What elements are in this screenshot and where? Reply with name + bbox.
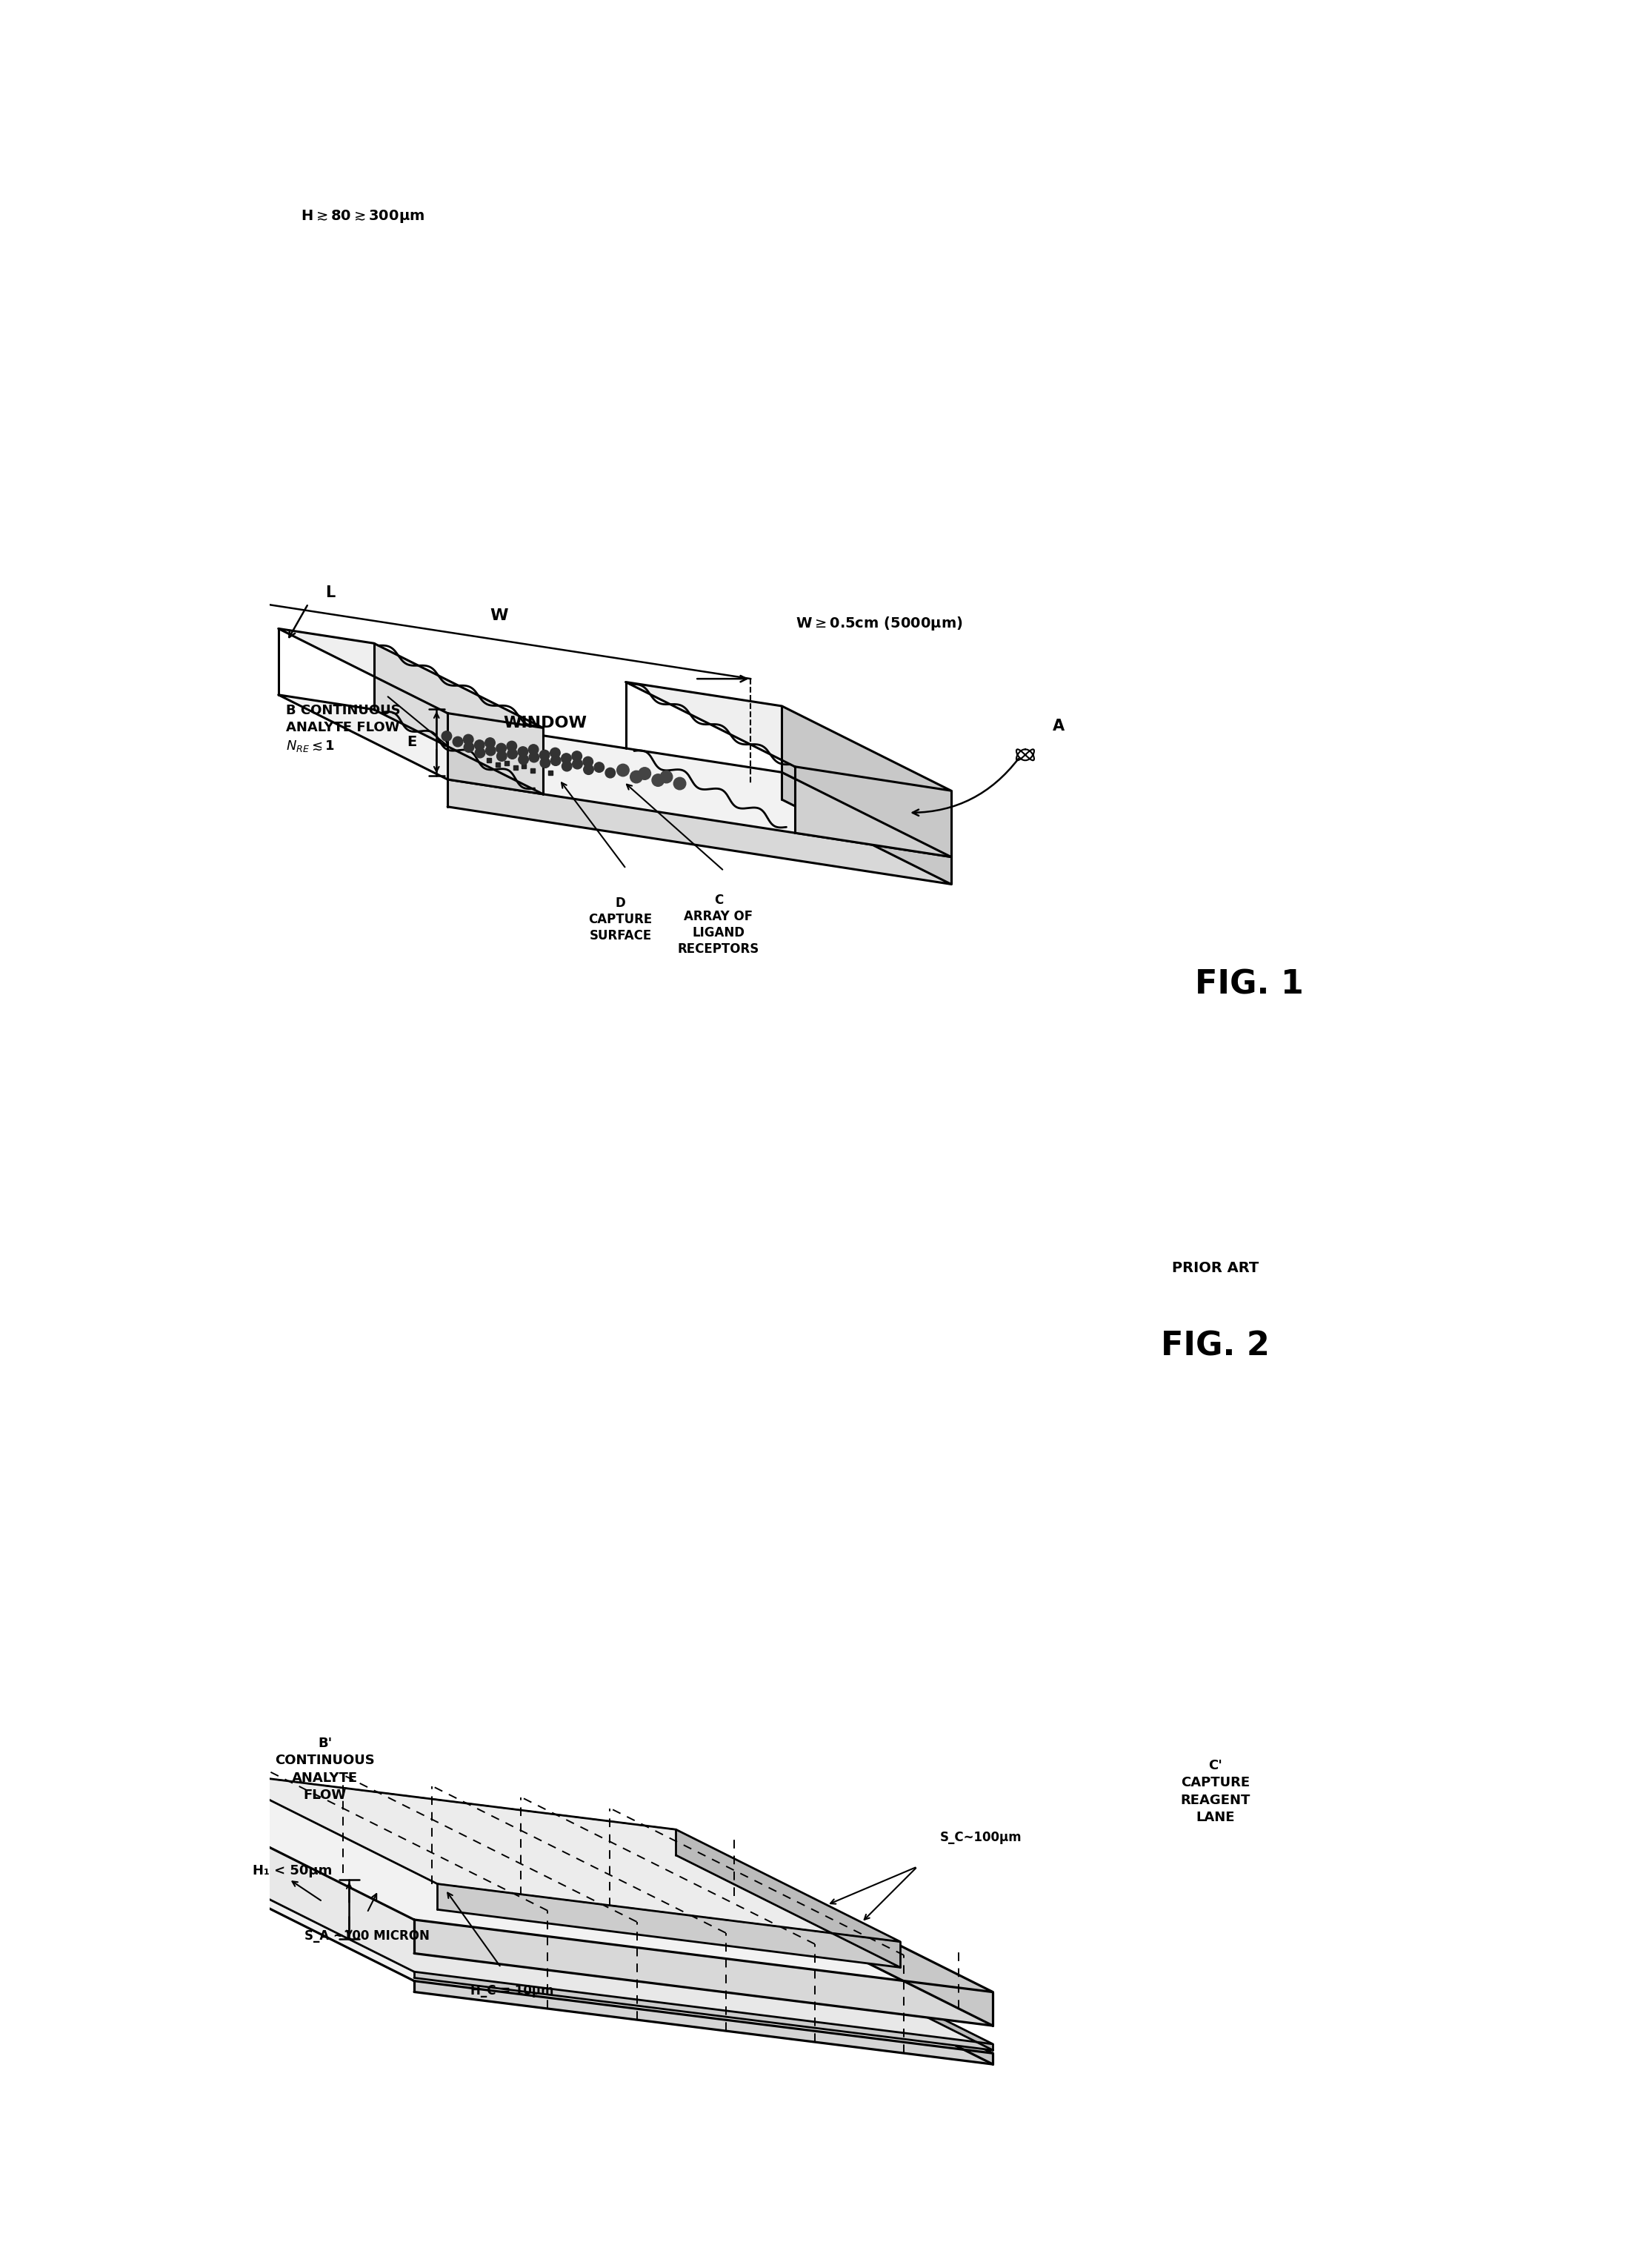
Polygon shape xyxy=(781,771,952,883)
Circle shape xyxy=(674,778,686,789)
Circle shape xyxy=(572,751,582,762)
Polygon shape xyxy=(213,1771,900,1942)
Circle shape xyxy=(486,747,496,756)
Polygon shape xyxy=(781,706,952,856)
Text: E: E xyxy=(406,735,416,749)
Text: S_C~100μm: S_C~100μm xyxy=(940,1832,1021,1845)
Polygon shape xyxy=(415,1919,993,2027)
Circle shape xyxy=(507,749,517,760)
Circle shape xyxy=(583,765,593,773)
Circle shape xyxy=(517,747,529,758)
Text: C'
CAPTURE
REAGENT
LANE: C' CAPTURE REAGENT LANE xyxy=(1181,1758,1251,1825)
Circle shape xyxy=(441,731,451,742)
Polygon shape xyxy=(626,682,952,791)
Circle shape xyxy=(550,749,560,758)
Circle shape xyxy=(562,762,572,771)
Polygon shape xyxy=(121,1834,993,2054)
Polygon shape xyxy=(278,628,544,729)
Circle shape xyxy=(595,762,605,771)
Text: W: W xyxy=(491,608,509,623)
Text: FIG. 1: FIG. 1 xyxy=(1194,969,1303,1000)
Text: FIG. 2: FIG. 2 xyxy=(1161,1330,1270,1363)
Circle shape xyxy=(474,740,484,751)
Text: B CONTINUOUS
ANALYTE FLOW
$N_{RE}$$\lesssim$1: B CONTINUOUS ANALYTE FLOW $N_{RE}$$\less… xyxy=(286,704,401,753)
Polygon shape xyxy=(448,713,544,794)
Polygon shape xyxy=(448,780,952,883)
Text: PRIOR ART: PRIOR ART xyxy=(1173,1262,1259,1276)
Circle shape xyxy=(550,756,560,765)
Circle shape xyxy=(605,767,615,778)
Polygon shape xyxy=(121,1825,993,2045)
Text: WINDOW: WINDOW xyxy=(504,715,586,731)
Circle shape xyxy=(529,744,539,756)
Circle shape xyxy=(519,756,529,765)
Text: S_A ~100 MICRON: S_A ~100 MICRON xyxy=(304,1930,430,1944)
Circle shape xyxy=(639,767,651,780)
Polygon shape xyxy=(699,1897,993,2049)
Circle shape xyxy=(486,738,496,749)
Polygon shape xyxy=(415,1982,993,2065)
Circle shape xyxy=(463,735,474,744)
Circle shape xyxy=(616,765,629,776)
Circle shape xyxy=(464,742,474,753)
Text: H₁ < 50μm: H₁ < 50μm xyxy=(253,1863,332,1877)
Polygon shape xyxy=(699,1906,993,2065)
Circle shape xyxy=(562,753,572,765)
Text: W$\geq$0.5cm (5000μm): W$\geq$0.5cm (5000μm) xyxy=(795,614,963,632)
Circle shape xyxy=(540,758,550,767)
Circle shape xyxy=(661,771,672,782)
Polygon shape xyxy=(676,1829,900,1968)
Text: H_C = 10μm: H_C = 10μm xyxy=(471,1984,553,1998)
Circle shape xyxy=(540,751,550,760)
Text: D
CAPTURE
SURFACE: D CAPTURE SURFACE xyxy=(588,897,653,944)
Text: B'
CONTINUOUS
ANALYTE
FLOW: B' CONTINUOUS ANALYTE FLOW xyxy=(276,1735,375,1803)
Circle shape xyxy=(629,771,643,782)
Circle shape xyxy=(529,753,539,762)
Circle shape xyxy=(476,749,486,758)
Polygon shape xyxy=(795,767,952,856)
Polygon shape xyxy=(438,1883,900,1968)
Polygon shape xyxy=(415,1971,993,2049)
Text: H$\gtrsim$80$\gtrsim$300μm: H$\gtrsim$80$\gtrsim$300μm xyxy=(301,209,425,224)
Circle shape xyxy=(507,742,517,751)
Circle shape xyxy=(453,738,463,747)
Circle shape xyxy=(583,758,593,767)
Polygon shape xyxy=(278,695,952,856)
Circle shape xyxy=(573,760,583,769)
Text: L: L xyxy=(325,585,335,601)
Text: C
ARRAY OF
LIGAND
RECEPTORS: C ARRAY OF LIGAND RECEPTORS xyxy=(677,892,760,955)
Circle shape xyxy=(653,773,664,787)
Polygon shape xyxy=(699,1845,993,2027)
Circle shape xyxy=(497,751,507,762)
Polygon shape xyxy=(373,643,544,794)
Circle shape xyxy=(496,744,506,753)
Polygon shape xyxy=(121,1773,993,1993)
Text: A: A xyxy=(1052,717,1064,733)
